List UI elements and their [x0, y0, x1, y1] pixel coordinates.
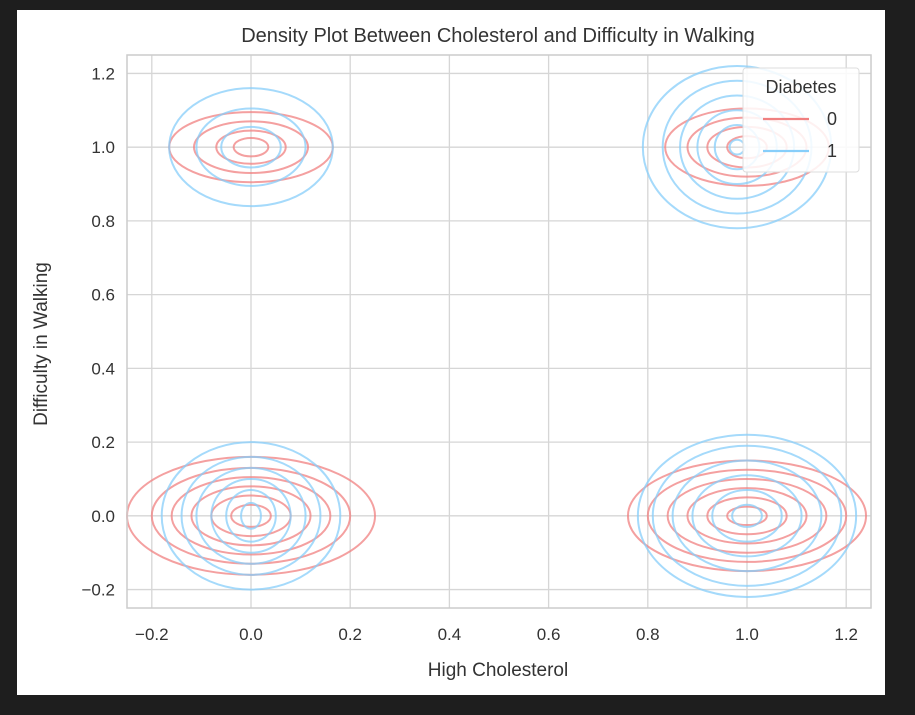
contour-line-series-0	[232, 136, 270, 158]
contour-line-series-1	[195, 107, 307, 187]
x-axis-label: High Cholesterol	[428, 660, 568, 681]
x-tick-label: 0.8	[636, 625, 660, 644]
plot-frame	[126, 54, 872, 609]
window-bottom-strip	[0, 695, 915, 715]
contour-line-series-1	[220, 125, 282, 169]
y-tick-label: 0.6	[91, 286, 115, 305]
y-tick-label: 1.0	[91, 138, 115, 157]
contour-layer	[126, 65, 868, 598]
x-tick-label: 0.2	[338, 625, 362, 644]
y-tick-label: −0.2	[81, 581, 115, 600]
contour-line-series-1	[691, 474, 803, 558]
contour-line-series-0	[215, 129, 287, 165]
y-tick-label: 1.2	[91, 64, 115, 83]
contour-line-series-0	[170, 476, 332, 556]
density-chart: Density Plot Between Cholesterol and Dif…	[31, 25, 872, 681]
contour-line-series-1	[240, 501, 262, 530]
contour-line-series-0	[686, 487, 808, 545]
y-tick-label: 0.0	[91, 507, 115, 526]
x-tick-label: −0.2	[135, 625, 169, 644]
legend-label-1: 1	[827, 141, 837, 161]
contour-line-series-1	[636, 433, 858, 598]
contour-line-series-0	[190, 485, 312, 547]
chart-title: Density Plot Between Cholesterol and Dif…	[241, 25, 755, 47]
y-tick-label: 0.8	[91, 212, 115, 231]
contour-line-series-0	[726, 505, 768, 527]
contour-line-series-1	[160, 441, 342, 591]
y-tick-label: 0.4	[91, 359, 115, 378]
x-tick-label: 0.6	[537, 625, 561, 644]
contour-line-series-0	[192, 120, 310, 174]
contour-line-series-1	[195, 466, 307, 565]
contour-line-series-0	[666, 477, 828, 554]
x-tick-label: 0.0	[239, 625, 263, 644]
contour-line-series-1	[651, 444, 843, 587]
contour-line-series-1	[731, 503, 763, 528]
contour-line-series-1	[168, 87, 334, 208]
series-0-contours	[126, 107, 868, 576]
legend-title: Diabetes	[765, 77, 836, 97]
contour-line-series-1	[180, 455, 322, 576]
contour-line-series-1	[225, 489, 277, 543]
contour-line-series-0	[646, 468, 848, 563]
x-tick-labels: −0.2 0.0 0.2 0.4 0.6 0.8 1.0 1.2	[135, 625, 858, 644]
x-tick-label: 1.0	[735, 625, 759, 644]
figure: Density Plot Between Cholesterol and Dif…	[17, 10, 885, 695]
x-tick-label: 1.2	[834, 625, 858, 644]
contour-line-series-1	[711, 489, 783, 543]
x-tick-label: 0.4	[438, 625, 462, 644]
contour-line-series-1	[671, 459, 823, 573]
legend-label-0: 0	[827, 109, 837, 129]
y-tick-label: 0.2	[91, 433, 115, 452]
contour-line-series-1	[210, 477, 292, 554]
legend: Diabetes 0 1	[742, 67, 860, 173]
contour-line-series-0	[706, 496, 788, 536]
y-tick-labels: −0.2 0.0 0.2 0.4 0.6 0.8 1.0 1.2	[81, 64, 115, 599]
y-axis-label: Difficulty in Walking	[31, 262, 52, 426]
contour-line-series-0	[230, 503, 272, 528]
